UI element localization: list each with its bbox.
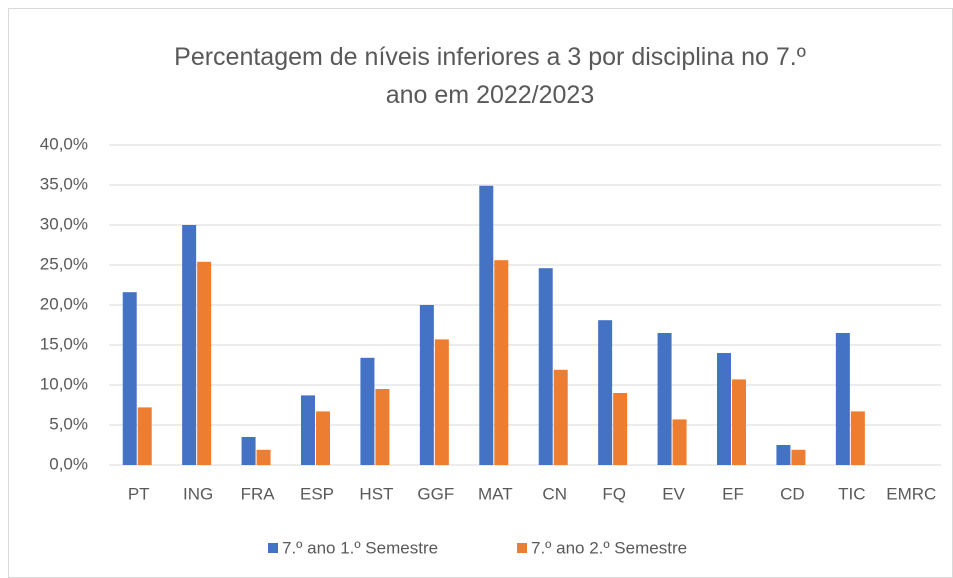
bar bbox=[732, 379, 746, 465]
bar bbox=[375, 389, 390, 465]
x-tick-label: CN bbox=[542, 484, 567, 503]
x-tick-label: ING bbox=[183, 484, 213, 503]
bar bbox=[553, 369, 568, 465]
bar bbox=[137, 407, 152, 465]
bar bbox=[538, 268, 553, 465]
legend-label: 7.º ano 1.º Semestre bbox=[282, 538, 438, 557]
bar bbox=[241, 437, 256, 465]
y-tick-label: 10,0% bbox=[40, 374, 88, 393]
bar bbox=[494, 260, 509, 465]
y-tick-label: 20,0% bbox=[40, 294, 88, 313]
bar bbox=[672, 419, 687, 465]
bar bbox=[717, 353, 731, 465]
y-tick-label: 35,0% bbox=[40, 174, 88, 193]
bar bbox=[197, 261, 212, 465]
bar bbox=[791, 449, 806, 465]
x-tick-label: CD bbox=[780, 484, 805, 503]
bar bbox=[434, 339, 449, 465]
x-tick-label: EF bbox=[722, 484, 744, 503]
bar bbox=[776, 445, 791, 465]
x-tick-label: GGF bbox=[417, 484, 454, 503]
x-tick-label: HST bbox=[359, 484, 393, 503]
x-tick-label: EV bbox=[662, 484, 685, 503]
bar bbox=[122, 292, 137, 465]
bar bbox=[598, 320, 613, 465]
x-tick-label: FRA bbox=[241, 484, 276, 503]
x-tick-label: TIC bbox=[838, 484, 865, 503]
x-tick-label: FQ bbox=[602, 484, 626, 503]
x-tick-label: MAT bbox=[478, 484, 513, 503]
x-tick-label: ESP bbox=[300, 484, 334, 503]
legend-swatch bbox=[517, 543, 527, 553]
bar bbox=[613, 393, 628, 465]
bar bbox=[182, 225, 197, 465]
legend-swatch bbox=[268, 543, 278, 553]
bar bbox=[657, 333, 672, 465]
y-tick-label: 5,0% bbox=[49, 414, 88, 433]
bar bbox=[419, 305, 434, 465]
bar bbox=[479, 185, 494, 466]
bar bbox=[256, 449, 271, 465]
bar bbox=[850, 411, 865, 465]
bar bbox=[835, 333, 850, 465]
x-tick-label: PT bbox=[128, 484, 150, 503]
chart-title: Percentagem de níveis inferiores a 3 por… bbox=[174, 43, 806, 109]
bar bbox=[316, 411, 330, 465]
y-tick-label: 30,0% bbox=[40, 214, 88, 233]
y-tick-label: 40,0% bbox=[40, 134, 88, 153]
x-tick-label: EMRC bbox=[886, 484, 936, 503]
bar bbox=[360, 357, 375, 465]
y-tick-label: 0,0% bbox=[49, 454, 88, 473]
y-tick-label: 25,0% bbox=[40, 254, 88, 273]
legend-label: 7.º ano 2.º Semestre bbox=[531, 538, 687, 557]
bar bbox=[301, 395, 315, 465]
y-tick-label: 15,0% bbox=[40, 334, 88, 353]
